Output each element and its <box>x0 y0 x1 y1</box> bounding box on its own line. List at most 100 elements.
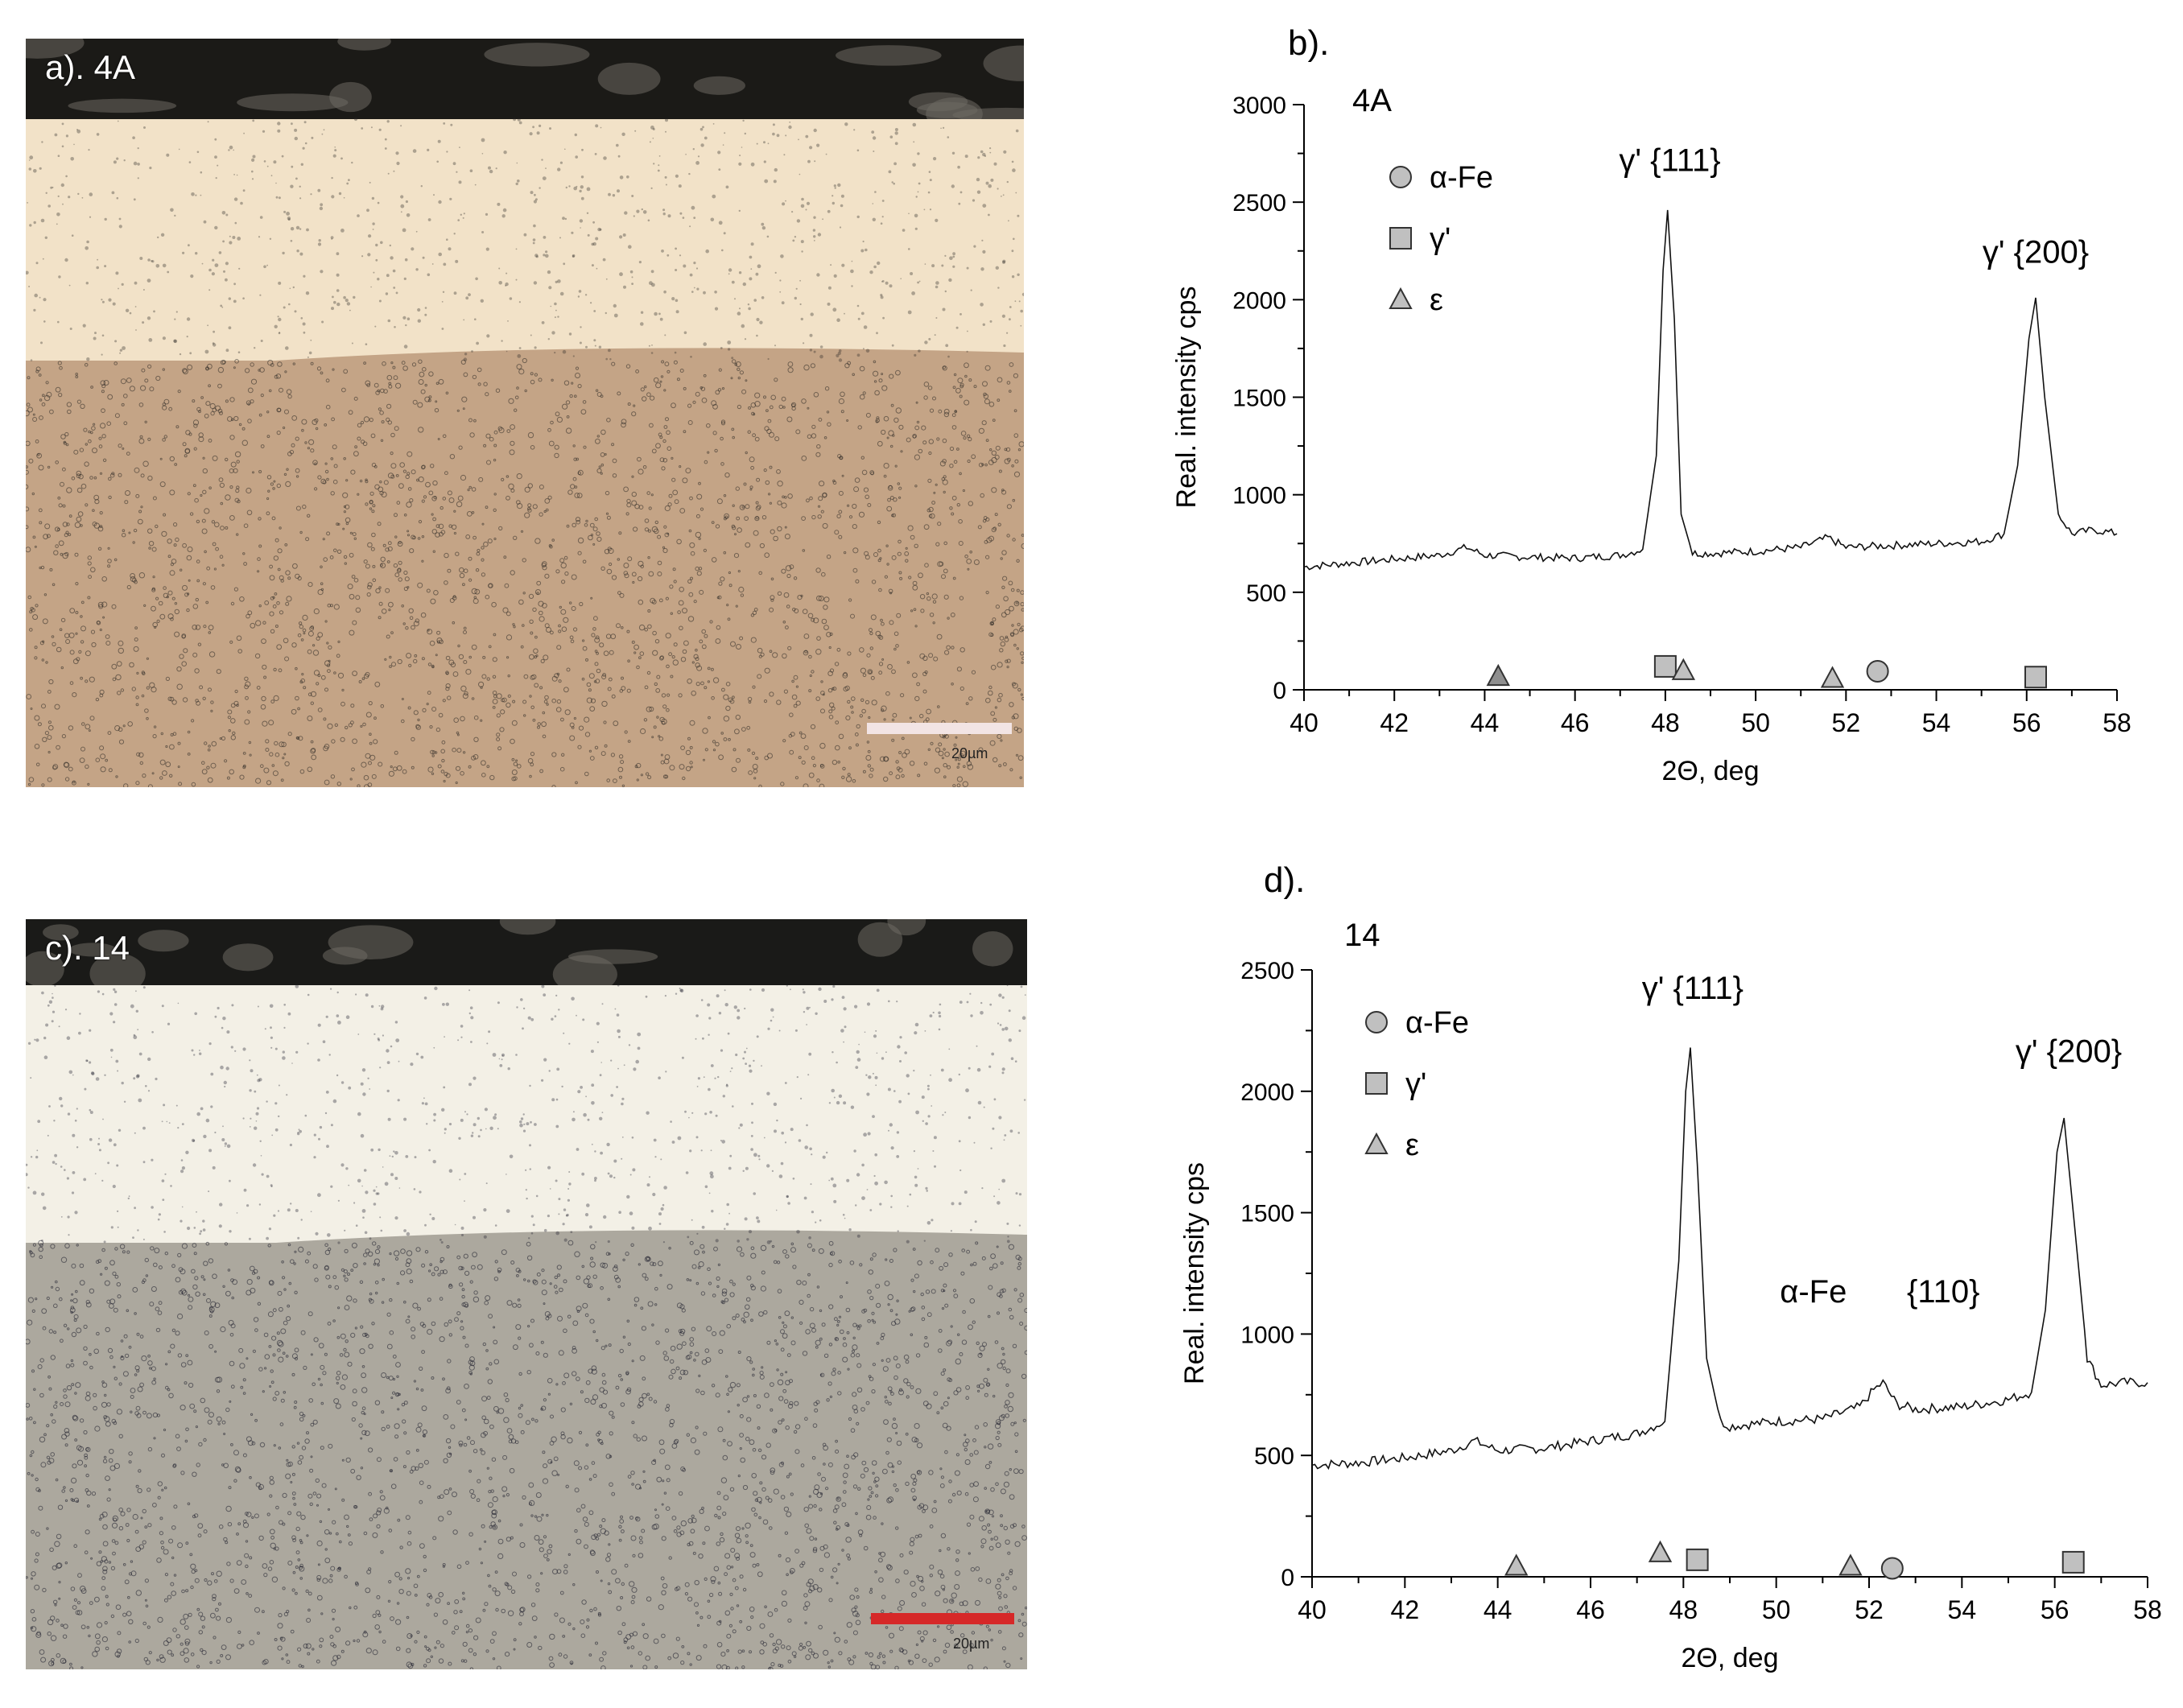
grain-speck <box>210 709 213 713</box>
layer-speck <box>779 291 782 293</box>
grain-speck <box>794 776 799 780</box>
grain-speck <box>888 588 893 594</box>
layer-speck <box>405 324 407 327</box>
grain-speck <box>157 1481 163 1487</box>
layer-speck <box>624 211 628 215</box>
grain-speck <box>921 1602 926 1607</box>
grain-speck <box>679 1328 686 1335</box>
grain-speck <box>617 391 621 396</box>
grain-speck <box>911 1437 918 1442</box>
grain-speck <box>107 731 112 735</box>
layer-speck <box>834 187 836 189</box>
grain-speck <box>191 719 195 723</box>
grain-speck <box>255 620 262 626</box>
grain-speck <box>236 533 239 536</box>
grain-speck <box>539 616 545 622</box>
grain-speck <box>668 493 673 498</box>
layer-speck <box>73 143 75 146</box>
grain-speck <box>741 505 745 509</box>
grain-speck <box>458 1440 464 1446</box>
grain-speck <box>603 720 607 724</box>
grain-speck <box>530 379 535 385</box>
layer-speck <box>576 185 578 188</box>
grain-speck <box>386 417 390 422</box>
layer-speck <box>291 165 294 168</box>
grain-speck <box>734 728 740 735</box>
grain-speck <box>134 1638 139 1644</box>
layer-speck <box>115 271 119 275</box>
layer-speck <box>671 297 675 301</box>
layer-speck <box>375 243 378 247</box>
grain-speck <box>78 650 82 654</box>
layer-speck <box>675 299 679 303</box>
grain-speck <box>646 1392 650 1397</box>
grain-speck <box>843 551 847 555</box>
layer-speck <box>366 208 369 212</box>
grain-speck <box>363 1262 366 1265</box>
layer-speck <box>619 272 623 277</box>
grain-speck <box>1020 651 1024 656</box>
grain-speck <box>176 683 183 690</box>
grain-speck <box>645 772 650 776</box>
layer-speck <box>294 128 298 132</box>
grain-speck <box>202 468 208 474</box>
layer-speck <box>692 148 695 151</box>
grain-speck <box>915 401 918 404</box>
grain-speck <box>957 762 960 765</box>
layer-speck <box>817 233 822 237</box>
layer-speck <box>96 266 99 270</box>
layer-speck <box>340 157 343 160</box>
grain-speck <box>427 766 434 773</box>
layer-speck <box>935 285 939 289</box>
grain-speck <box>1001 585 1005 589</box>
grain-speck <box>803 745 809 750</box>
grain-speck <box>272 604 277 609</box>
grain-speck <box>326 642 329 645</box>
grain-speck <box>786 1353 791 1357</box>
grain-speck <box>31 1309 35 1313</box>
grain-speck <box>469 432 475 438</box>
layer-speck <box>724 132 726 134</box>
grain-speck <box>64 777 70 782</box>
grain-speck <box>315 427 319 431</box>
grain-speck <box>543 699 548 704</box>
grain-speck <box>548 1656 554 1661</box>
layer-speck <box>533 224 536 228</box>
grain-speck <box>39 521 43 525</box>
grain-speck <box>57 361 62 365</box>
layer-speck <box>799 303 802 306</box>
grain-speck <box>337 1306 340 1310</box>
grain-speck <box>511 720 518 726</box>
layer-speck <box>534 346 537 349</box>
grain-speck <box>143 1656 149 1662</box>
grain-speck <box>103 380 109 386</box>
layer-speck <box>306 228 309 232</box>
grain-speck <box>881 429 886 435</box>
grain-speck <box>847 699 851 704</box>
layer-speck <box>505 284 507 287</box>
layer-speck <box>518 121 522 125</box>
grain-speck <box>382 361 386 366</box>
grain-speck <box>997 662 1003 668</box>
grain-speck <box>498 526 503 531</box>
layer-speck <box>596 267 598 270</box>
layer-speck <box>27 202 28 204</box>
grain-speck <box>367 582 373 588</box>
grain-speck <box>134 467 140 473</box>
grain-speck <box>661 1590 666 1595</box>
grain-speck <box>551 378 554 382</box>
grain-speck <box>233 415 239 422</box>
grain-speck <box>468 556 473 561</box>
grain-speck <box>355 607 361 613</box>
grain-speck <box>177 390 181 394</box>
grain-speck <box>149 682 155 688</box>
grain-speck <box>963 436 967 440</box>
grain-speck <box>1005 635 1009 639</box>
grain-speck <box>718 754 724 761</box>
grain-speck <box>422 367 427 372</box>
layer-speck <box>947 355 950 358</box>
grain-speck <box>581 1599 587 1605</box>
grain-speck <box>964 399 970 406</box>
grain-speck <box>26 465 28 468</box>
grain-speck <box>64 1443 68 1447</box>
